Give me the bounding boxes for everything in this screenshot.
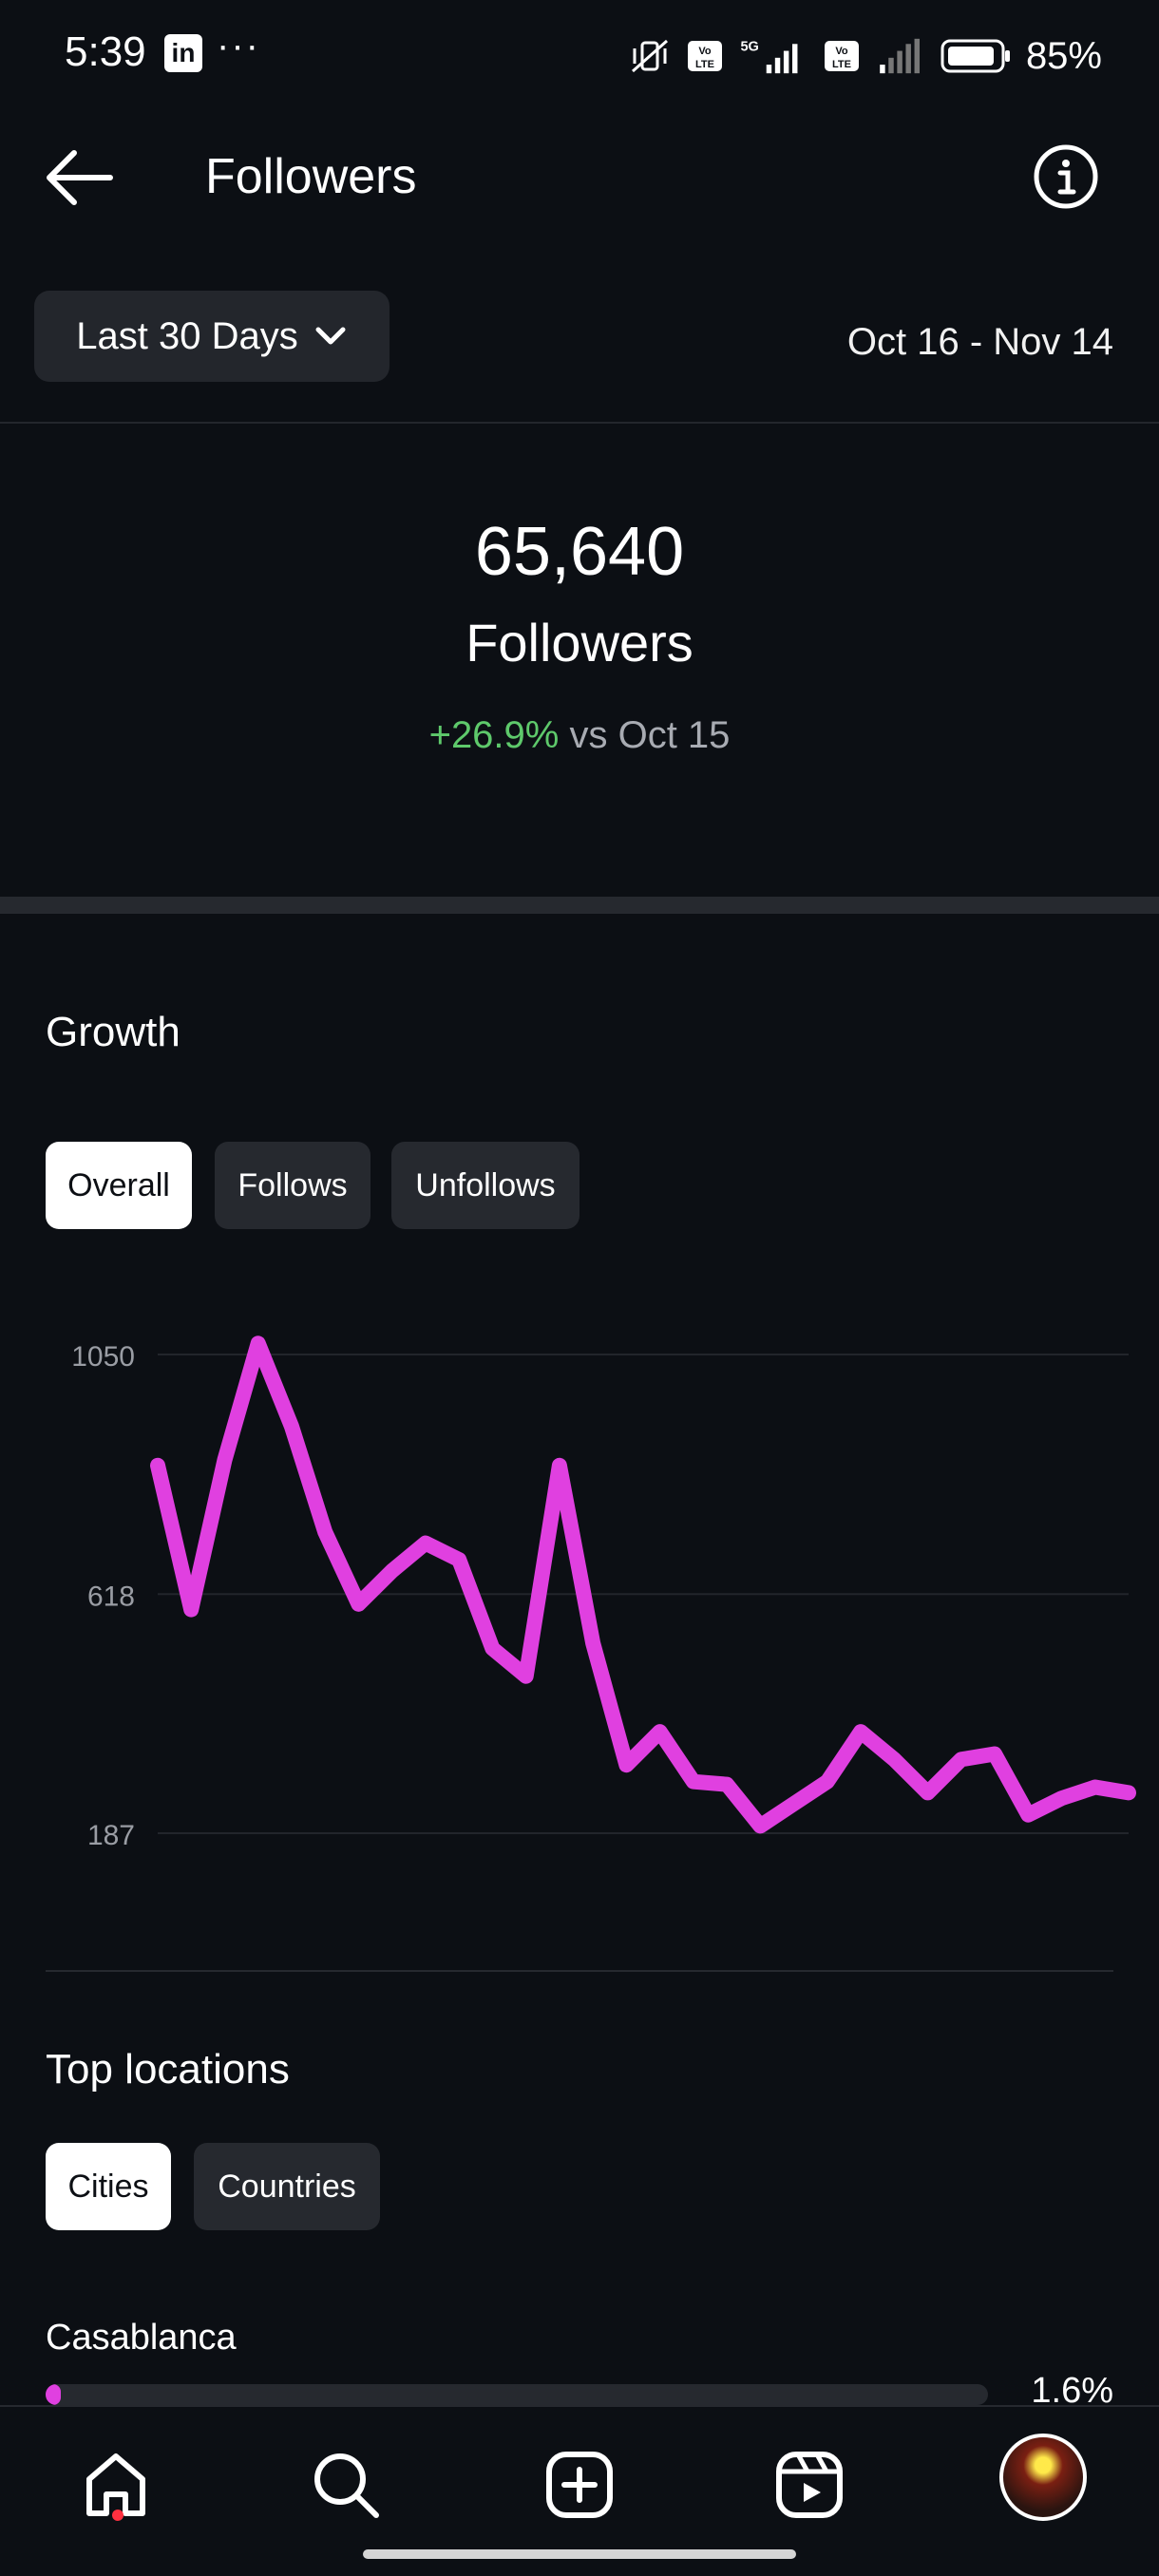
date-range-text: Oct 16 - Nov 14 <box>846 321 1113 363</box>
chart-y-tick-label: 1050 <box>71 1341 135 1373</box>
profile-avatar[interactable] <box>999 2434 1087 2521</box>
linkedin-icon: in <box>164 34 202 72</box>
date-range-dropdown[interactable]: Last 30 Days <box>34 291 390 382</box>
svg-text:LTE: LTE <box>695 59 714 70</box>
more-notifications-icon: ··· <box>217 25 260 66</box>
chart-y-tick-label: 618 <box>87 1581 135 1612</box>
tab-cities[interactable]: Cities <box>46 2143 171 2230</box>
home-icon <box>86 2453 145 2516</box>
section-divider <box>0 897 1159 914</box>
status-bar: 5:39 in ··· Vo LTE 5G Vo LTE <box>0 0 1159 114</box>
chart-y-ticks: 1050 618 187 <box>71 1341 135 1851</box>
divider <box>46 1970 1113 1972</box>
location-percent: 1.6% <box>1031 2371 1113 2411</box>
change-line: +26.9% vs Oct 15 <box>0 714 1159 757</box>
vibrate-off-icon <box>631 39 668 73</box>
chart-grid <box>158 1354 1129 1834</box>
tab-countries[interactable]: Countries <box>194 2143 380 2230</box>
follower-label: Followers <box>466 613 694 672</box>
date-range-selected: Last 30 Days <box>76 314 298 357</box>
chevron-down-icon <box>315 327 346 345</box>
nav-create[interactable] <box>540 2445 619 2525</box>
info-icon[interactable] <box>1032 142 1100 211</box>
create-icon <box>546 2452 613 2518</box>
volte-icon: Vo LTE <box>687 41 722 71</box>
location-name: Casablanca <box>46 2318 237 2358</box>
volte-icon-2: Vo LTE <box>824 41 859 71</box>
arrow-left-icon[interactable] <box>42 144 118 211</box>
bottom-nav <box>0 2405 1159 2576</box>
signal-weak-icon <box>880 38 920 74</box>
home-indicator <box>363 2549 796 2559</box>
nav-reels[interactable] <box>770 2445 849 2525</box>
growth-series-line <box>150 1335 1136 1834</box>
top-locations-title: Top locations <box>46 2046 290 2093</box>
growth-chart: 1050 618 187 <box>71 1335 1136 1851</box>
signal-5g-icon: 5G <box>740 40 798 74</box>
battery-percent: 85% <box>1025 34 1102 77</box>
tab-overall[interactable]: Overall <box>46 1142 192 1229</box>
change-suffix: vs Oct 15 <box>559 714 731 756</box>
change-percent: +26.9% <box>428 714 560 756</box>
svg-text:Vo: Vo <box>835 46 848 57</box>
status-icons: Vo LTE 5G Vo LTE 85% <box>627 30 1102 82</box>
tab-follows[interactable]: Follows <box>215 1142 370 1229</box>
location-bar-fill <box>46 2384 61 2405</box>
svg-text:LTE: LTE <box>832 59 851 70</box>
growth-title: Growth <box>46 1009 180 1055</box>
notification-dot <box>112 2510 124 2521</box>
network-label: 5G <box>740 40 758 55</box>
battery-icon <box>940 39 1010 73</box>
search-icon <box>314 2453 379 2518</box>
follower-count: 65,640 <box>474 514 685 590</box>
nav-search[interactable] <box>306 2445 386 2525</box>
location-bar-track <box>46 2384 988 2405</box>
status-time: 5:39 <box>65 28 146 75</box>
reels-icon <box>776 2452 843 2518</box>
page-title: Followers <box>205 149 417 204</box>
svg-text:Vo: Vo <box>698 46 712 57</box>
nav-home[interactable] <box>76 2445 156 2525</box>
divider <box>0 422 1159 424</box>
chart-y-tick-label: 187 <box>87 1820 135 1851</box>
tab-unfollows[interactable]: Unfollows <box>391 1142 580 1229</box>
